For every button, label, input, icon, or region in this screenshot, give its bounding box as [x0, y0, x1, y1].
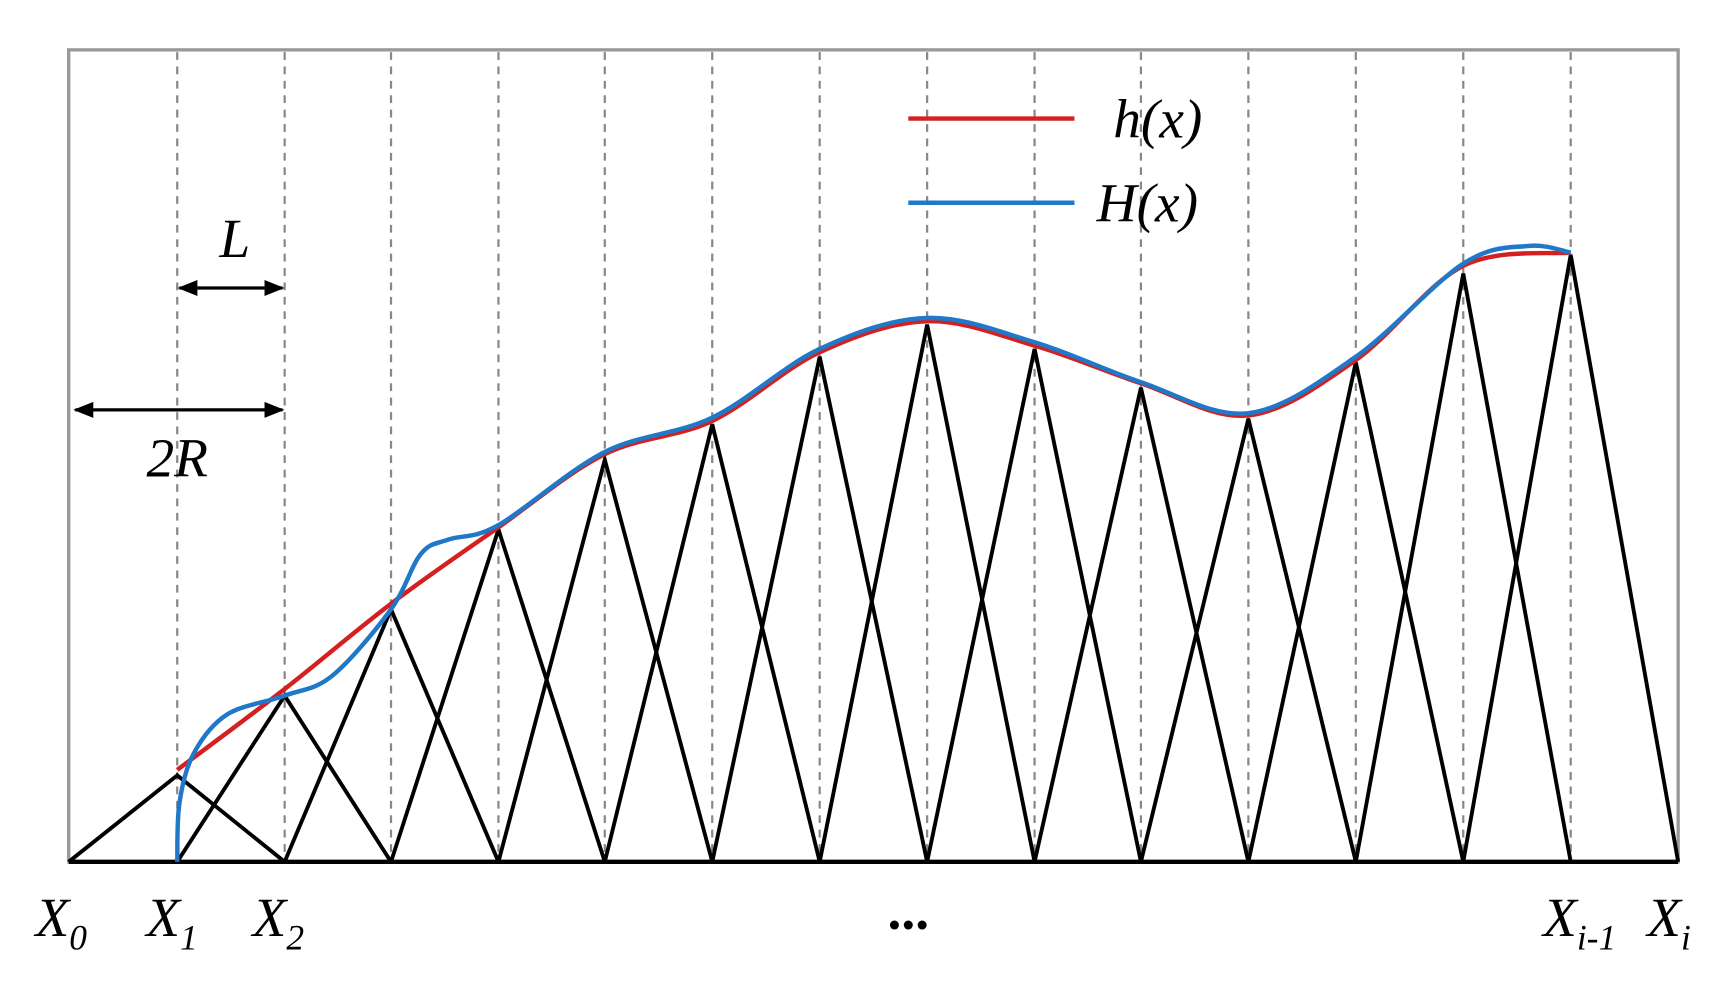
- node-label: X0: [33, 887, 87, 957]
- triangle: [817, 324, 1037, 863]
- node-label: Xi: [1645, 887, 1691, 957]
- node-base: X: [251, 887, 289, 948]
- legend-label: h(x): [1113, 88, 1202, 149]
- triangle: [602, 423, 822, 863]
- triangle: [710, 356, 930, 863]
- node-sub: i-1: [1577, 917, 1616, 957]
- node-label: X1: [144, 887, 198, 957]
- legend-label: H(x): [1096, 173, 1198, 234]
- triangle: [925, 348, 1143, 863]
- triangle: [67, 772, 286, 864]
- triangle: [1353, 273, 1573, 863]
- triangles: [67, 254, 1681, 864]
- triangle: [1032, 387, 1251, 863]
- node-sub: 2: [286, 917, 304, 957]
- node-base: X: [33, 887, 71, 948]
- triangle: [496, 452, 715, 863]
- node-sub: 0: [69, 917, 87, 957]
- node-sub: 1: [180, 917, 198, 957]
- annotation: L: [218, 208, 250, 269]
- node-base: X: [1645, 887, 1683, 948]
- node-label: X2: [251, 887, 305, 957]
- big-h-curve: [175, 243, 1572, 862]
- annotation: 2R: [146, 427, 208, 488]
- node-base: X: [1541, 887, 1579, 948]
- node-sub: i: [1681, 917, 1691, 957]
- triangle: [1139, 418, 1358, 863]
- node-label: Xi-1: [1541, 887, 1616, 957]
- ellipsis: ...: [888, 879, 930, 940]
- node-base: X: [144, 887, 182, 948]
- h-curve: [175, 250, 1571, 772]
- dashed-lines: [176, 52, 1572, 862]
